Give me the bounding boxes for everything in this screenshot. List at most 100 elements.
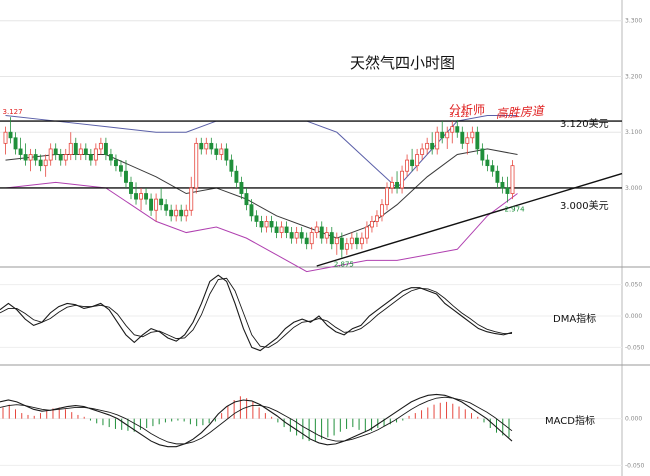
candle-body: [480, 148, 485, 161]
candle: [93, 143, 98, 166]
candle-body: [375, 215, 379, 222]
candle: [445, 126, 450, 149]
candle-body: [83, 148, 88, 155]
candle-body: [214, 148, 219, 155]
candle: [334, 232, 339, 255]
candle-body: [380, 204, 384, 217]
candle: [254, 210, 259, 227]
candle-body: [88, 154, 93, 161]
candle: [430, 132, 435, 155]
candle: [108, 148, 113, 166]
price-annotation: 2.875: [334, 261, 354, 269]
candle: [364, 221, 369, 244]
candle: [269, 215, 274, 233]
macd-indicator: [0, 393, 622, 466]
dma-ama-line: [0, 277, 512, 348]
candle: [119, 160, 123, 177]
candle-body: [68, 142, 73, 155]
candle: [53, 143, 58, 161]
candle-body: [505, 187, 510, 194]
level-label-3000: 3.000美元: [560, 199, 609, 212]
y-tick-label: 3.300: [625, 18, 642, 25]
bollinger-middle-line: [5, 148, 518, 239]
candle: [485, 154, 490, 172]
y-tick-label: 3.000: [625, 185, 642, 192]
candle-body: [455, 126, 460, 133]
dma-panel-label: DMA指标: [553, 312, 596, 325]
candle-body: [510, 165, 515, 194]
dma-line: [0, 274, 513, 352]
candle: [344, 238, 349, 255]
candle: [174, 204, 179, 222]
macd-dea-line: [0, 396, 513, 445]
candle-body: [304, 237, 309, 245]
candle-body: [410, 159, 415, 167]
candle: [319, 221, 324, 244]
candle: [359, 232, 364, 250]
level-label-3120: 3.120美元: [560, 117, 609, 130]
candle-body: [149, 198, 154, 211]
candle-body: [43, 159, 48, 167]
candle: [204, 137, 209, 155]
support-trendline: [316, 172, 623, 267]
candle: [354, 232, 359, 250]
candle: [224, 143, 229, 166]
candle-body: [309, 232, 314, 245]
candle-body: [144, 193, 149, 200]
candle-body: [124, 170, 128, 183]
candle: [214, 143, 219, 161]
candle: [28, 148, 33, 172]
candle: [23, 143, 28, 166]
candle: [279, 221, 284, 239]
candle-body: [23, 154, 28, 161]
candle: [410, 148, 415, 172]
candle-body: [334, 237, 339, 245]
candle-body: [38, 159, 43, 167]
candle: [465, 132, 470, 155]
candle-body: [13, 137, 18, 150]
candle-body: [249, 204, 254, 217]
candle-body: [154, 198, 159, 211]
candle: [18, 137, 23, 161]
candle: [390, 176, 394, 194]
candle-body: [430, 142, 435, 150]
candle: [500, 176, 505, 194]
candle: [103, 137, 108, 161]
candle-body: [274, 226, 279, 233]
y-tick-label: 0.000: [625, 416, 642, 423]
candle-body: [385, 187, 389, 206]
candle-body: [284, 226, 289, 233]
candle: [169, 204, 174, 222]
macd-y-axis-ticks: 0.000 -0.050: [625, 416, 645, 470]
candle: [264, 215, 269, 233]
candle: [149, 193, 154, 216]
candle: [294, 226, 299, 244]
macd-dif-line: [0, 393, 513, 448]
candle: [490, 160, 495, 177]
candle: [219, 143, 224, 161]
candle: [304, 232, 309, 250]
candle-body: [354, 237, 359, 245]
candle-body: [435, 131, 440, 150]
candle-body: [289, 232, 294, 239]
candle: [73, 137, 78, 161]
candle: [189, 176, 194, 216]
candle-body: [319, 226, 324, 239]
candle-body: [204, 142, 209, 150]
price-level-lines: [0, 120, 622, 189]
candle: [134, 182, 138, 205]
main-y-axis-ticks: 3.300 3.200 3.100 3.000: [625, 18, 642, 192]
candle-body: [219, 148, 224, 155]
candle-body: [500, 181, 505, 189]
candle-body: [490, 165, 495, 172]
candle: [98, 137, 103, 155]
candle: [179, 204, 184, 222]
candle-body: [239, 181, 244, 194]
candlesticks: [3, 117, 515, 258]
candle-body: [3, 131, 8, 144]
candle: [159, 187, 164, 211]
candle-body: [349, 237, 354, 245]
candle: [299, 226, 304, 244]
price-annotations: 3.127 3.122 2.875 2.974: [3, 108, 526, 268]
